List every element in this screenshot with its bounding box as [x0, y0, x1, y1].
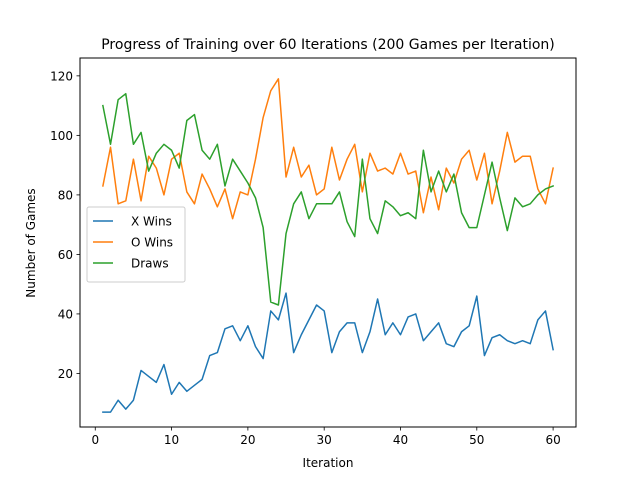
y-tick-label: 100 — [50, 129, 73, 143]
legend: X Wins O Wins Draws — [86, 206, 186, 283]
series-line-x-wins — [102, 292, 554, 413]
chart-title: Progress of Training over 60 Iterations … — [101, 37, 555, 53]
y-tick-label: 60 — [58, 248, 73, 262]
x-tick-label: 0 — [91, 433, 99, 447]
legend-label-x-wins: X Wins — [131, 215, 172, 229]
y-tick-label: 40 — [58, 307, 73, 321]
y-tick-label: 120 — [50, 69, 73, 83]
y-tick-label: 20 — [58, 367, 73, 381]
x-tick-label: 10 — [164, 433, 179, 447]
plot-area — [102, 78, 555, 413]
x-tick-label: 50 — [469, 433, 484, 447]
y-tick-label: 80 — [58, 188, 73, 202]
series-line-o-wins — [102, 78, 555, 220]
series-line-draws — [102, 92, 555, 306]
x-tick-label: 30 — [317, 433, 332, 447]
axis-ticks: 0 10 20 30 40 50 60 20 40 60 80 100 120 — [50, 69, 561, 447]
plot-frame — [79, 57, 577, 428]
x-axis-label: Iteration — [303, 456, 354, 470]
x-tick-label: 40 — [393, 433, 408, 447]
x-tick-label: 20 — [240, 433, 255, 447]
x-tick-label: 60 — [545, 433, 560, 447]
legend-label-draws: Draws — [131, 257, 169, 271]
y-axis-label: Number of Games — [24, 188, 38, 297]
legend-label-o-wins: O Wins — [131, 236, 173, 250]
